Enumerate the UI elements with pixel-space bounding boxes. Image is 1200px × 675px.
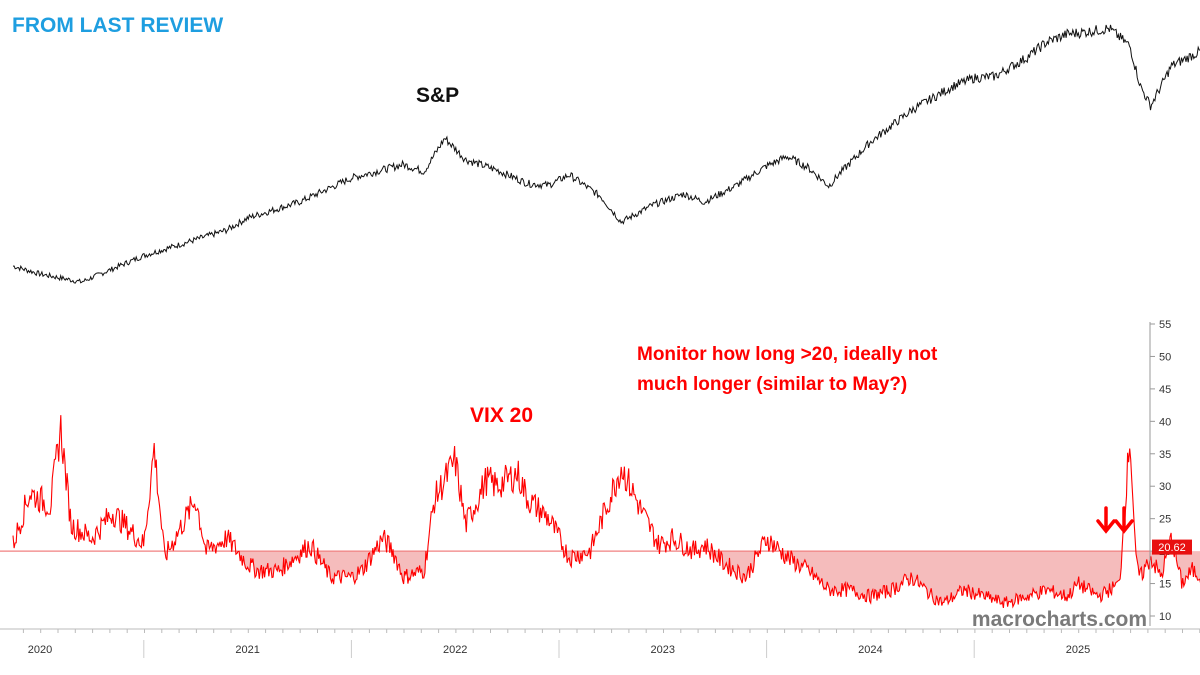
vix-last-value: 20.62 <box>1158 542 1186 554</box>
vix-last-value-badge: 20.62 <box>1152 539 1192 555</box>
y-tick-label: 35 <box>1159 449 1171 461</box>
y-tick-label: 25 <box>1159 514 1171 526</box>
vix-y-ticks: 10152025303540455055 <box>1150 319 1171 623</box>
watermark: macrocharts.com <box>972 608 1147 631</box>
y-tick-label: 50 <box>1159 351 1171 363</box>
y-tick-label: 55 <box>1159 319 1171 331</box>
x-tick-label: 2023 <box>651 644 675 656</box>
vix-line <box>12 415 1200 609</box>
y-tick-label: 45 <box>1159 384 1171 396</box>
y-tick-label: 30 <box>1159 481 1171 493</box>
down-arrow-icon <box>1096 506 1116 534</box>
vix-panel: VIX 20 Monitor how long >20, ideally not… <box>0 319 1200 631</box>
y-tick-label: 10 <box>1159 611 1171 623</box>
y-tick-label: 40 <box>1159 416 1171 428</box>
x-axis-ticks: 2020 2021 2022 2023 2024 2025 <box>28 640 1090 658</box>
x-axis-minor-ticks <box>22 629 1200 633</box>
vix-annotation: Monitor how long >20, ideally not much l… <box>637 344 943 395</box>
sp500-label: S&P <box>416 84 459 107</box>
vix-label: VIX 20 <box>470 404 533 427</box>
x-tick-label: 2025 <box>1066 644 1090 656</box>
x-tick-label: 2020 <box>28 644 52 656</box>
x-tick-label: 2021 <box>235 644 259 656</box>
sp500-line <box>12 24 1200 284</box>
x-tick-label: 2022 <box>443 644 467 656</box>
vix-below-threshold-fill <box>13 551 1200 608</box>
vix-fill-area <box>13 551 1200 608</box>
down-arrow-icon <box>1114 506 1134 534</box>
vix-annotation-line-2: much longer (similar to May?) <box>637 374 907 395</box>
sp500-panel: S&P <box>12 24 1200 284</box>
x-tick-label: 2024 <box>858 644 882 656</box>
vix-annotation-line-1: Monitor how long >20, ideally not <box>637 344 938 365</box>
review-title: FROM LAST REVIEW <box>12 14 223 37</box>
x-axis: 2020 2021 2022 2023 2024 2025 <box>0 628 1200 658</box>
y-tick-label: 15 <box>1159 579 1171 591</box>
